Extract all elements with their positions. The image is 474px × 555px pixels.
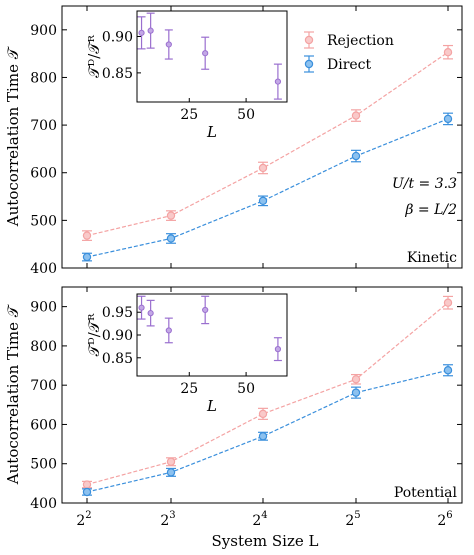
data-point — [82, 252, 92, 262]
inset-y-tick-label: 0.90 — [102, 29, 133, 45]
inset-y-axis-label: 𝒯ᴰ/𝒯ᴿ — [85, 313, 103, 357]
data-point — [443, 114, 453, 124]
series-line — [86, 302, 449, 486]
inset-data-point — [138, 304, 145, 311]
plot-frame — [61, 286, 463, 504]
y-tick-label: 500 — [30, 213, 57, 229]
y-tick-label: 800 — [30, 70, 57, 86]
inset-frame — [136, 293, 288, 377]
x-tick-label: 22 — [76, 510, 91, 529]
inset-data-point — [202, 50, 209, 57]
data-point — [443, 48, 453, 57]
inset-0: 0.85 0.90 25 50 L 𝒯ᴰ/𝒯ᴿ — [85, 10, 288, 141]
inset-x-axis-label: L — [206, 397, 217, 415]
series-direct — [82, 112, 453, 262]
x-tick-label: 24 — [252, 510, 267, 529]
inset-y-tick-label: 0.85 — [102, 351, 133, 367]
x-tick-label: 23 — [160, 510, 175, 529]
data-point — [351, 375, 361, 384]
series-line — [86, 369, 449, 493]
legend: Rejection Direct — [304, 31, 394, 73]
data-point — [82, 231, 92, 240]
x-tick-label: 26 — [437, 510, 452, 529]
inset-x-axis-label: L — [206, 123, 217, 141]
data-point — [258, 196, 268, 206]
inset-data-point — [165, 327, 172, 334]
inset-y-axis-label: 𝒯ᴰ/𝒯ᴿ — [85, 34, 103, 78]
series-direct — [82, 364, 453, 497]
data-point — [82, 480, 92, 489]
data-point — [82, 487, 92, 497]
inset-y-tick-label: 0.90 — [102, 328, 133, 344]
annotation-text: U/t = 3.3 — [392, 176, 457, 192]
series-rejection — [82, 44, 453, 241]
inset-data-point — [138, 29, 145, 36]
data-point — [166, 457, 176, 466]
series-line — [86, 118, 449, 258]
x-axis-label: System Size L — [212, 532, 319, 550]
inset-1: 0.85 0.90 0.95 25 50 L 𝒯ᴰ/𝒯ᴿ — [85, 293, 288, 415]
y-tick-label: 400 — [30, 261, 57, 277]
inset-x-tick-label: 25 — [180, 107, 198, 123]
panel-label: Potential — [394, 485, 458, 501]
inset-data-point — [274, 346, 282, 353]
inset-x-tick-label: 50 — [237, 107, 255, 123]
data-point — [443, 366, 453, 375]
y-tick-label: 400 — [30, 496, 57, 512]
plot-frame — [61, 5, 463, 269]
y-axis-label: Autocorrelation Time 𝒯 — [4, 45, 22, 227]
inset-y-tick-label: 0.95 — [102, 305, 133, 321]
series-line — [86, 51, 449, 237]
x-tick-label: 25 — [345, 510, 360, 529]
data-point — [351, 151, 361, 161]
data-point — [166, 468, 176, 477]
legend-label: Direct — [327, 57, 372, 73]
panel-label: Kinetic — [407, 250, 457, 266]
inset-data-point — [165, 41, 172, 48]
data-point — [258, 409, 268, 419]
y-tick-label: 900 — [30, 23, 57, 39]
panel-1: 400 500 600 700 800 900 22 23 24 25 26 Autocorrelat… — [4, 286, 463, 529]
series-rejection — [82, 295, 453, 489]
data-point — [351, 111, 361, 120]
y-tick-label: 900 — [30, 300, 57, 316]
data-point — [258, 163, 268, 173]
y-tick-label: 500 — [30, 457, 57, 473]
data-point — [166, 211, 176, 220]
inset-x-tick-label: 50 — [237, 381, 255, 397]
legend-marker — [304, 59, 314, 69]
inset-data-point — [147, 310, 154, 317]
inset-data-point — [274, 78, 282, 85]
y-tick-label: 800 — [30, 339, 57, 355]
y-tick-label: 700 — [30, 378, 57, 394]
panel-0: 400 500 600 700 800 900 Autocorrelation Time 𝒯… — [4, 5, 463, 277]
annotation-text: β = L/2 — [404, 202, 457, 218]
legend-marker — [304, 35, 314, 45]
inset-data-point — [202, 306, 209, 314]
data-point — [443, 298, 453, 307]
inset-y-tick-label: 0.85 — [102, 66, 133, 82]
y-axis-label: Autocorrelation Time 𝒯 — [4, 303, 22, 485]
inset-frame — [136, 10, 288, 103]
inset-data-point — [147, 27, 154, 34]
data-point — [351, 388, 361, 397]
y-tick-label: 700 — [30, 118, 57, 134]
y-tick-label: 600 — [30, 166, 57, 182]
y-tick-label: 600 — [30, 417, 57, 433]
inset-x-tick-label: 25 — [180, 381, 198, 397]
data-point — [258, 432, 268, 441]
data-point — [166, 234, 176, 243]
legend-label: Rejection — [327, 33, 394, 49]
